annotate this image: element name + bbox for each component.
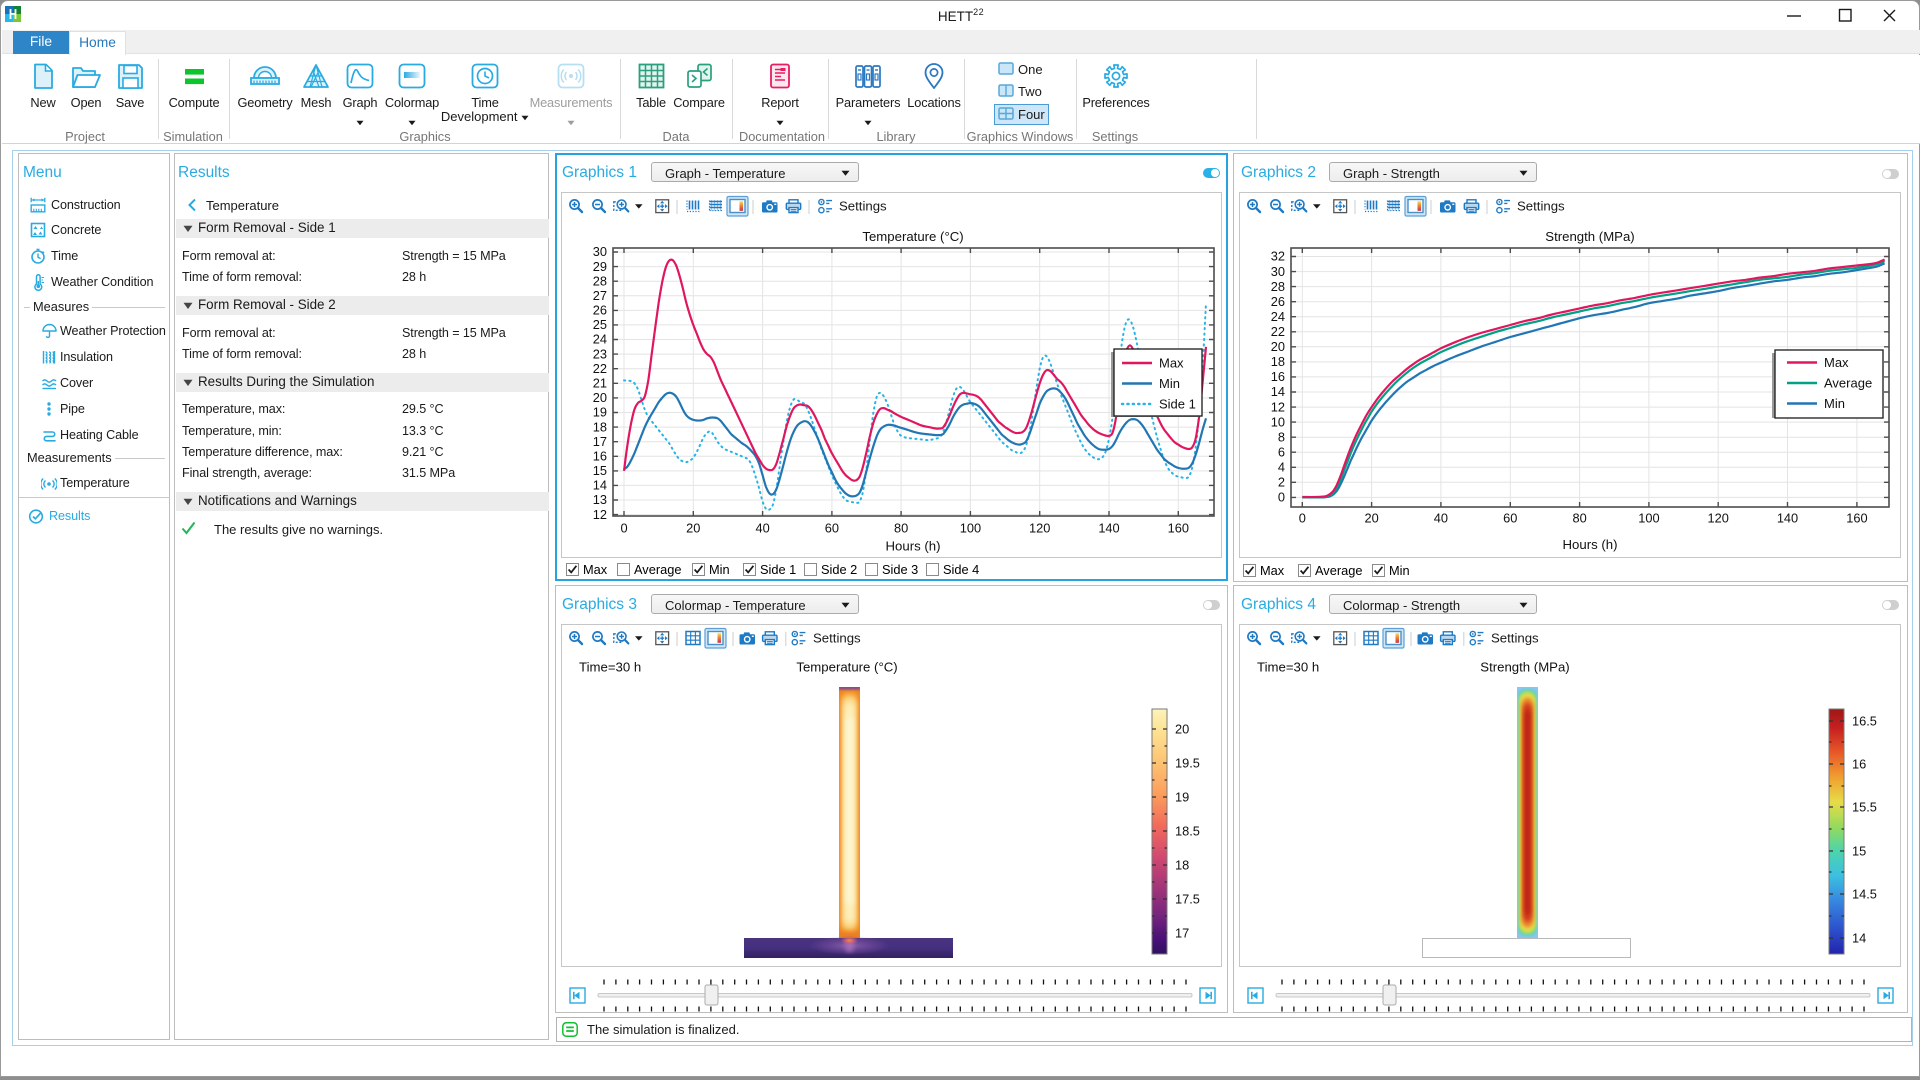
svg-text:Strength (MPa): Strength (MPa)	[1545, 229, 1634, 244]
svg-text:17: 17	[593, 434, 607, 449]
svg-text:19.5: 19.5	[1175, 756, 1200, 771]
svg-text:40: 40	[755, 521, 769, 536]
svg-text:160: 160	[1168, 521, 1189, 536]
svg-text:14.5: 14.5	[1852, 887, 1877, 902]
svg-text:22: 22	[1271, 324, 1285, 339]
svg-text:18: 18	[1175, 858, 1189, 873]
svg-text:15: 15	[593, 463, 607, 478]
svg-text:22: 22	[593, 361, 607, 376]
svg-text:14: 14	[1852, 931, 1866, 946]
svg-text:4: 4	[1278, 460, 1285, 475]
svg-text:13: 13	[593, 492, 607, 507]
svg-text:40: 40	[1434, 511, 1448, 526]
svg-text:10: 10	[1271, 414, 1285, 429]
svg-text:160: 160	[1846, 511, 1867, 526]
svg-text:Time=30 h: Time=30 h	[1257, 660, 1319, 675]
svg-text:17: 17	[1175, 926, 1189, 941]
svg-text:Side 1: Side 1	[1159, 397, 1196, 412]
svg-text:21: 21	[593, 376, 607, 391]
svg-text:Temperature (°C): Temperature (°C)	[796, 660, 897, 675]
svg-text:16: 16	[1271, 369, 1285, 384]
svg-text:20: 20	[1364, 511, 1378, 526]
svg-text:23: 23	[593, 346, 607, 361]
svg-text:28: 28	[593, 273, 607, 288]
svg-text:8: 8	[1278, 429, 1285, 444]
svg-text:140: 140	[1098, 521, 1119, 536]
svg-text:Max: Max	[1159, 356, 1184, 371]
svg-text:80: 80	[1572, 511, 1586, 526]
svg-text:18: 18	[593, 419, 607, 434]
svg-text:18.5: 18.5	[1175, 824, 1200, 839]
svg-text:26: 26	[1271, 294, 1285, 309]
svg-text:100: 100	[960, 521, 981, 536]
svg-text:Settings: Settings	[813, 631, 861, 646]
svg-text:24: 24	[593, 332, 607, 347]
svg-text:Settings: Settings	[1491, 631, 1539, 646]
svg-text:Average: Average	[1824, 376, 1872, 391]
svg-text:Strength (MPa): Strength (MPa)	[1480, 660, 1569, 675]
svg-text:120: 120	[1029, 521, 1050, 536]
svg-text:30: 30	[1271, 264, 1285, 279]
svg-text:24: 24	[1271, 309, 1285, 324]
svg-text:20: 20	[686, 521, 700, 536]
svg-text:Hours (h): Hours (h)	[886, 539, 941, 554]
svg-text:19: 19	[1175, 790, 1189, 805]
svg-text:0: 0	[1278, 490, 1285, 505]
svg-text:29: 29	[593, 259, 607, 274]
svg-text:Time=30 h: Time=30 h	[579, 660, 641, 675]
svg-text:20: 20	[1271, 339, 1285, 354]
svg-text:Max: Max	[1824, 355, 1849, 370]
svg-text:6: 6	[1278, 444, 1285, 459]
svg-text:26: 26	[593, 303, 607, 318]
svg-text:30: 30	[593, 244, 607, 259]
svg-text:27: 27	[593, 288, 607, 303]
svg-text:17.5: 17.5	[1175, 892, 1200, 907]
svg-text:28: 28	[1271, 279, 1285, 294]
svg-text:16: 16	[1852, 757, 1866, 772]
svg-text:14: 14	[593, 478, 607, 493]
svg-text:25: 25	[593, 317, 607, 332]
svg-text:Settings: Settings	[839, 199, 887, 214]
svg-text:80: 80	[894, 521, 908, 536]
svg-text:Min: Min	[1159, 376, 1180, 391]
svg-text:0: 0	[620, 521, 627, 536]
svg-text:20: 20	[1175, 722, 1189, 737]
svg-text:32: 32	[1271, 249, 1285, 264]
svg-text:60: 60	[825, 521, 839, 536]
svg-text:18: 18	[1271, 354, 1285, 369]
svg-text:2: 2	[1278, 475, 1285, 490]
svg-text:Temperature (°C): Temperature (°C)	[862, 229, 963, 244]
svg-text:60: 60	[1503, 511, 1517, 526]
svg-text:Settings: Settings	[1517, 199, 1565, 214]
svg-text:12: 12	[593, 507, 607, 522]
svg-text:16: 16	[593, 449, 607, 464]
svg-text:20: 20	[593, 390, 607, 405]
svg-text:16.5: 16.5	[1852, 714, 1877, 729]
svg-text:140: 140	[1777, 511, 1798, 526]
svg-text:Hours (h): Hours (h)	[1563, 537, 1618, 552]
svg-text:12: 12	[1271, 399, 1285, 414]
svg-text:19: 19	[593, 405, 607, 420]
svg-text:15: 15	[1852, 844, 1866, 859]
svg-text:14: 14	[1271, 384, 1285, 399]
svg-text:0: 0	[1299, 511, 1306, 526]
svg-text:15.5: 15.5	[1852, 800, 1877, 815]
svg-text:100: 100	[1638, 511, 1659, 526]
svg-text:120: 120	[1708, 511, 1729, 526]
svg-text:Min: Min	[1824, 396, 1845, 411]
